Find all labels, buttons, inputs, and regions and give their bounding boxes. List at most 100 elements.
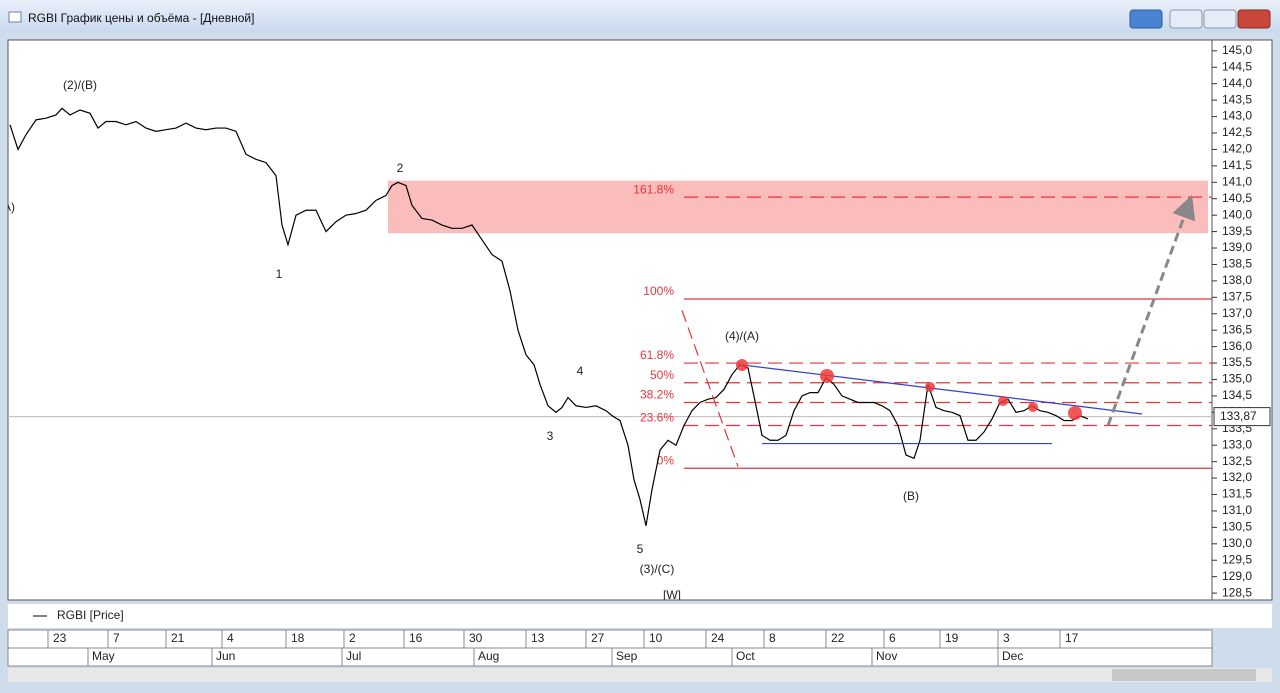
target-zone <box>388 180 1208 234</box>
month-label: Nov <box>876 649 897 663</box>
y-tick-label: 132,5 <box>1222 454 1252 468</box>
y-tick-label: 136,0 <box>1222 339 1252 353</box>
y-tick-label: 144,0 <box>1222 76 1252 90</box>
wave-label: 4 <box>577 364 584 378</box>
month-label: Jul <box>346 649 361 663</box>
y-tick-label: 131,5 <box>1222 487 1252 501</box>
fib-label: 38.2% <box>640 388 674 402</box>
y-tick-label: 129,5 <box>1222 552 1252 566</box>
highlight <box>820 369 834 383</box>
window-icon <box>8 11 22 23</box>
y-tick-label: 136,5 <box>1222 322 1252 336</box>
x-tick-label: 18 <box>291 631 305 645</box>
x-tick-label: 21 <box>171 631 185 645</box>
y-tick-label: 145,0 <box>1222 43 1252 57</box>
y-tick-label: 138,0 <box>1222 273 1252 287</box>
wave-label: 5 <box>637 542 644 556</box>
x-tick-label: 2 <box>349 631 356 645</box>
wave-label: A) <box>3 200 15 214</box>
x-tick-label: 17 <box>1065 631 1079 645</box>
highlight <box>1068 406 1082 420</box>
legend-label: RGBI [Price] <box>57 608 124 622</box>
x-tick-label: 19 <box>945 631 959 645</box>
fib-label: 61.8% <box>640 348 674 362</box>
y-tick-label: 137,0 <box>1222 306 1252 320</box>
legend-bar <box>8 604 1272 628</box>
scroll-thumb[interactable] <box>1112 669 1256 681</box>
title-bar <box>0 0 1280 32</box>
y-tick-label: 128,5 <box>1222 585 1252 599</box>
highlight <box>1028 402 1038 412</box>
highlight <box>736 359 748 371</box>
wave-label: (3)/(C) <box>640 562 675 576</box>
trend-line <box>739 364 1143 415</box>
window-title: RGBI График цены и объёма - [Дневной] <box>28 11 254 25</box>
plot-area <box>7 39 1273 601</box>
maximize-button[interactable] <box>1203 9 1237 29</box>
y-tick-label: 135,0 <box>1222 372 1252 386</box>
fib-label: 0% <box>657 453 675 467</box>
wave-label: 1 <box>276 267 283 281</box>
month-label: Oct <box>736 649 755 663</box>
x-tick-label: 13 <box>531 631 545 645</box>
annotations: (2)/(B) 2 1 3 4 5 (3)/(C) (4)/(A) (B) [W… <box>3 78 919 602</box>
minimize-button[interactable] <box>1169 9 1203 29</box>
plot: 161.8% 100% 61.8% 50% 38.2% 23.6% 0% <box>8 107 1212 526</box>
fib-label: 23.6% <box>640 411 674 425</box>
y-tick-label: 137,5 <box>1222 289 1252 303</box>
fib-label: 161.8% <box>633 182 674 196</box>
y-tick-label: 130,5 <box>1222 520 1252 534</box>
month-label: Jun <box>216 649 235 663</box>
fib-label: 100% <box>643 284 674 298</box>
y-tick-label: 144,5 <box>1222 59 1252 73</box>
wave-label: 3 <box>547 429 554 443</box>
y-tick-label: 143,5 <box>1222 92 1252 106</box>
y-tick-label: 138,5 <box>1222 257 1252 271</box>
y-tick-label: 131,0 <box>1222 503 1252 517</box>
x-tick-label: 27 <box>591 631 605 645</box>
y-tick-label: 134,5 <box>1222 388 1252 402</box>
x-tick-label: 6 <box>889 631 896 645</box>
wave-label: (B) <box>903 489 919 503</box>
y-tick-label: 132,0 <box>1222 470 1252 484</box>
price-line <box>9 107 1089 526</box>
y-tick-label: 135,5 <box>1222 355 1252 369</box>
last-price-label: 133,87 <box>1220 409 1257 423</box>
y-tick-label: 142,0 <box>1222 142 1252 156</box>
x-tick-label: 24 <box>711 631 725 645</box>
x-tick-label: 16 <box>409 631 423 645</box>
trend-line <box>681 310 739 467</box>
y-tick-label: 141,5 <box>1222 158 1252 172</box>
y-tick-label: 139,5 <box>1222 224 1252 238</box>
month-label: Dec <box>1002 649 1023 663</box>
y-tick-label: 140,5 <box>1222 191 1252 205</box>
x-tick-label: 4 <box>227 631 234 645</box>
close-button[interactable] <box>1237 9 1271 29</box>
y-tick-label: 129,0 <box>1222 569 1252 583</box>
y-tick-label: 133,0 <box>1222 437 1252 451</box>
x-tick-label: 22 <box>831 631 845 645</box>
x-tick-label: 30 <box>469 631 483 645</box>
highlight <box>925 382 935 392</box>
x-tick-label: 3 <box>1003 631 1010 645</box>
wave-label: [W] <box>663 588 681 602</box>
y-tick-label: 143,0 <box>1222 109 1252 123</box>
month-label: May <box>92 649 115 663</box>
fib-label: 50% <box>650 368 674 382</box>
last-price-box <box>1213 407 1271 427</box>
wave-label: (2)/(B) <box>63 78 97 92</box>
wave-label: (4)/(A) <box>725 329 759 343</box>
scrollbar[interactable] <box>8 668 1272 682</box>
x-tick-label: 7 <box>113 631 120 645</box>
trend-line <box>1106 194 1196 427</box>
overlay: 145,0 144,5 144,0 143,5 143,0 142,5 142,0 141,5… <box>47 43 1271 666</box>
highlight-marks <box>736 359 1082 420</box>
x-tick-label: 10 <box>649 631 663 645</box>
y-tick-label: 130,0 <box>1222 536 1252 550</box>
y-tick-label: 141,0 <box>1222 174 1252 188</box>
wave-label: 2 <box>397 161 404 175</box>
link-button[interactable] <box>1129 9 1163 29</box>
highlight <box>998 396 1008 406</box>
